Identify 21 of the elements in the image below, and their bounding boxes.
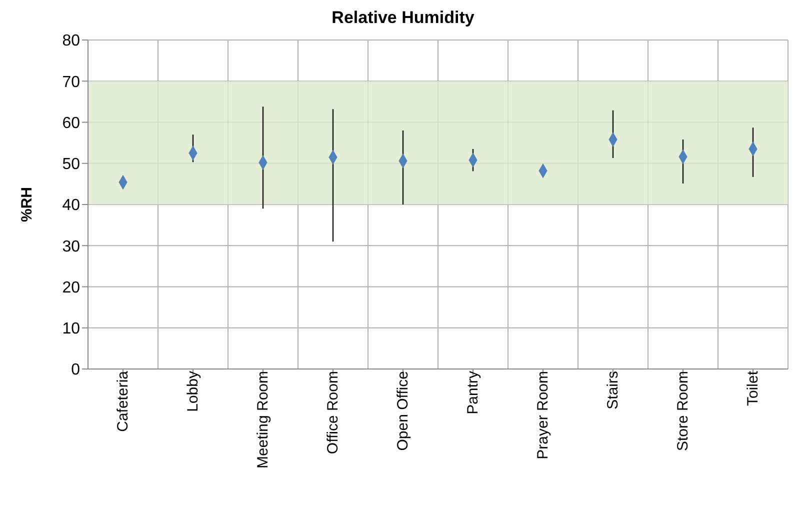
x-tick-label: Pantry — [464, 370, 482, 414]
y-tick-label: 60 — [62, 114, 80, 132]
x-tick-label: Lobby — [184, 370, 202, 412]
y-tick-label: 50 — [62, 156, 80, 174]
x-tick-label: Meeting Room — [254, 371, 272, 469]
y-tick-label: 30 — [62, 238, 80, 256]
y-tick-label: 40 — [62, 197, 80, 214]
x-tick-label: Store Room — [674, 371, 692, 452]
x-tick-label: Cafeteria — [114, 370, 132, 432]
x-tick-label: Office Room — [324, 371, 342, 454]
x-tick-label: Open Office — [394, 371, 412, 451]
y-tick-label: 20 — [62, 279, 80, 296]
y-axis-title: %RH — [18, 186, 36, 222]
x-tick-label: Stairs — [604, 371, 622, 410]
y-tick-label: 70 — [62, 74, 80, 91]
y-tick-label: 0 — [71, 362, 80, 379]
y-tick-label: 80 — [62, 32, 80, 50]
x-tick-label: Toilet — [744, 370, 762, 406]
y-tick-label: 10 — [62, 320, 80, 338]
chart-title: Relative Humidity — [330, 8, 476, 29]
x-tick-label: Prayer Room — [534, 371, 552, 460]
